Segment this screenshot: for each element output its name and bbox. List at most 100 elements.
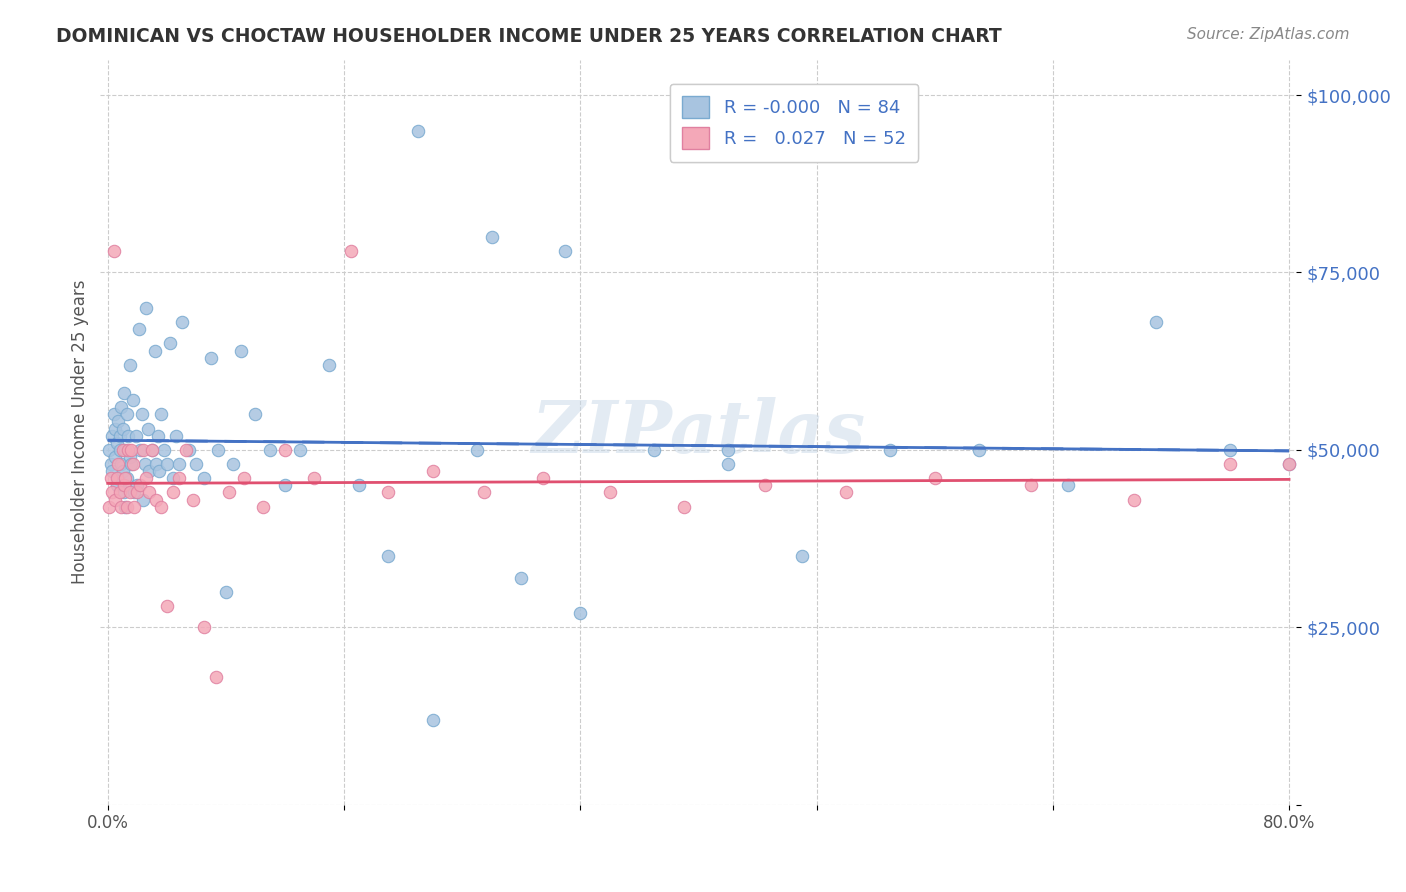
Point — [105, 471, 128, 485]
Point — [879, 442, 901, 457]
Point — [98, 442, 121, 457]
Point — [108, 485, 131, 500]
Point — [98, 500, 121, 514]
Point — [1278, 457, 1301, 471]
Point — [174, 442, 197, 457]
Point — [554, 244, 576, 259]
Point — [131, 408, 153, 422]
Point — [377, 549, 399, 564]
Point — [115, 471, 138, 485]
Point — [229, 343, 252, 358]
Point — [754, 478, 776, 492]
Point — [146, 428, 169, 442]
Point — [156, 599, 179, 613]
Point — [115, 500, 138, 514]
Point — [1056, 478, 1078, 492]
Point — [193, 620, 215, 634]
Point — [167, 471, 190, 485]
Point — [149, 408, 172, 422]
Point — [124, 500, 146, 514]
Point — [103, 408, 125, 422]
Point — [141, 442, 163, 457]
Point — [186, 457, 208, 471]
Point — [143, 343, 166, 358]
Point — [569, 606, 592, 620]
Point — [114, 442, 136, 457]
Point — [104, 421, 127, 435]
Point — [377, 485, 399, 500]
Point — [132, 442, 155, 457]
Point — [105, 478, 128, 492]
Point — [136, 421, 159, 435]
Point — [112, 485, 135, 500]
Point — [159, 336, 181, 351]
Point — [111, 464, 134, 478]
Point — [108, 428, 131, 442]
Legend: R = -0.000   N = 84, R =   0.027   N = 52: R = -0.000 N = 84, R = 0.027 N = 52 — [669, 84, 918, 161]
Point — [104, 492, 127, 507]
Point — [138, 464, 160, 478]
Point — [1219, 457, 1241, 471]
Point — [177, 442, 200, 457]
Point — [110, 500, 132, 514]
Point — [128, 322, 150, 336]
Y-axis label: Householder Income Under 25 years: Householder Income Under 25 years — [72, 280, 89, 584]
Point — [107, 415, 129, 429]
Point — [481, 230, 503, 244]
Point — [672, 500, 695, 514]
Point — [121, 457, 143, 471]
Point — [110, 401, 132, 415]
Point — [643, 442, 665, 457]
Text: DOMINICAN VS CHOCTAW HOUSEHOLDER INCOME UNDER 25 YEARS CORRELATION CHART: DOMINICAN VS CHOCTAW HOUSEHOLDER INCOME … — [56, 27, 1002, 45]
Point — [132, 492, 155, 507]
Point — [120, 457, 142, 471]
Point — [134, 457, 156, 471]
Point — [288, 442, 311, 457]
Point — [111, 442, 134, 457]
Point — [193, 471, 215, 485]
Point — [274, 442, 297, 457]
Point — [162, 471, 184, 485]
Point — [104, 450, 127, 464]
Point — [112, 478, 135, 492]
Point — [924, 471, 946, 485]
Point — [100, 471, 122, 485]
Point — [967, 442, 990, 457]
Point — [103, 244, 125, 259]
Point — [135, 301, 157, 315]
Point — [465, 442, 488, 457]
Point — [232, 471, 254, 485]
Point — [1144, 315, 1167, 329]
Point — [204, 670, 226, 684]
Point — [183, 492, 205, 507]
Point — [599, 485, 621, 500]
Point — [125, 428, 148, 442]
Text: Source: ZipAtlas.com: Source: ZipAtlas.com — [1187, 27, 1350, 42]
Point — [100, 457, 122, 471]
Point — [170, 315, 193, 329]
Point — [101, 485, 124, 500]
Point — [245, 408, 267, 422]
Point — [200, 351, 222, 365]
Point — [1019, 478, 1042, 492]
Point — [145, 492, 167, 507]
Point — [835, 485, 858, 500]
Point — [274, 478, 297, 492]
Point — [167, 457, 190, 471]
Point — [127, 485, 149, 500]
Point — [111, 421, 134, 435]
Point — [112, 386, 135, 401]
Text: ZIPatlas: ZIPatlas — [531, 397, 866, 467]
Point — [107, 457, 129, 471]
Point — [118, 485, 141, 500]
Point — [406, 123, 429, 137]
Point — [121, 393, 143, 408]
Point — [118, 358, 141, 372]
Point — [252, 500, 274, 514]
Point — [129, 442, 152, 457]
Point — [165, 428, 187, 442]
Point — [124, 485, 146, 500]
Point — [138, 485, 160, 500]
Point — [162, 485, 184, 500]
Point — [259, 442, 281, 457]
